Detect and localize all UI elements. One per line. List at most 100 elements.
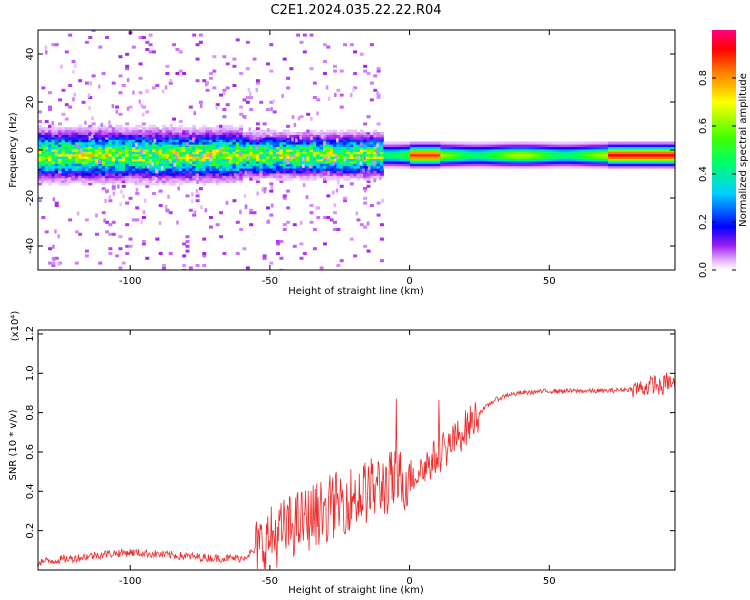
heatmap-cell [168,132,173,135]
heatmap-cell [333,69,337,73]
heatmap-cell [574,165,579,169]
heatmap-cell [205,127,210,131]
heatmap-cell [225,177,230,181]
heatmap-cell [245,96,250,99]
heatmap-cell [84,132,89,135]
heatmap-cell [369,168,374,171]
heatmap-cell [319,151,324,155]
heatmap-cell [239,228,244,231]
heatmap-cell [366,156,371,159]
heatmap-cell [664,160,669,164]
heatmap-cell [195,163,200,167]
heatmap-cell [138,129,143,133]
heatmap-cell [141,240,146,243]
heatmap-cell [219,141,223,145]
heatmap-cell [500,153,505,157]
heatmap-cell [121,175,126,179]
heatmap-cell [604,144,609,147]
heatmap-cell [302,148,307,152]
heatmap-cell [493,141,498,145]
heatmap-cell [208,127,213,131]
heatmap-cell [359,165,364,169]
heatmap-cell [121,144,126,147]
heatmap-cell [550,153,555,157]
heatmap-cell [81,177,86,181]
heatmap-cell [571,146,576,150]
heatmap-cell [607,160,612,164]
heatmap-cell [91,158,96,162]
heatmap-cell [138,134,143,138]
heatmap-cell [282,141,287,145]
heatmap-cell [369,151,374,155]
heatmap-cell [215,103,220,107]
heatmap-cell [282,139,287,143]
heatmap-cell [41,136,46,140]
heatmap-cell [78,153,83,157]
heatmap-cell [661,151,666,155]
heatmap-cell [356,148,361,152]
heatmap-cell [121,180,126,183]
heatmap-cell [81,163,86,167]
heatmap-cell [406,151,411,155]
heatmap-cell [641,148,646,152]
heatmap-cell [61,172,66,176]
heatmap-cell [255,175,260,179]
heatmap-cell [51,120,55,125]
heatmap-cell [78,79,83,83]
heatmap-cell [105,165,110,169]
heatmap-cell [162,170,166,174]
heatmap-cell [644,163,649,167]
heatmap-cell [222,108,227,111]
heatmap-cell [202,151,207,155]
heatmap-cell [219,156,223,159]
heatmap-cell [433,141,438,145]
heatmap-cell [329,165,334,169]
heatmap-cell [517,165,522,169]
heatmap-cell [74,177,79,181]
heatmap-cell [375,149,379,154]
heatmap-cell [597,156,602,159]
heatmap-cell [195,144,200,147]
heatmap-cell [333,144,337,147]
heatmap-cell [131,141,136,145]
heatmap-cell [252,172,257,176]
heatmap-cell [111,141,116,145]
heatmap-cell [500,148,505,152]
heatmap-cell [101,160,106,164]
heatmap-cell [259,156,264,159]
heatmap-cell [507,146,512,150]
heatmap-cell [249,160,254,164]
heatmap-cell [567,144,572,147]
heatmap-cell [145,129,150,133]
heatmap-cell [386,158,391,162]
heatmap-cell [168,153,173,157]
heatmap-cell [520,165,525,169]
heatmap-cell [188,136,193,140]
heatmap-cell [192,158,197,162]
heatmap-cell [594,156,599,159]
heatmap-cell [125,153,130,157]
heatmap-cell [557,158,562,162]
heatmap-cell [299,40,304,44]
heatmap-cell [302,136,307,140]
heatmap-cell [135,168,140,171]
heatmap-cell [584,146,589,150]
heatmap-cell [473,153,478,157]
heatmap-cell [84,129,89,133]
heatmap-cell [151,163,156,167]
heatmap-cell [343,151,348,155]
heatmap-cell [329,129,334,133]
heatmap-cell [58,146,63,150]
heatmap-cell [554,163,559,167]
heatmap-cell [148,165,153,169]
heatmap-cell [135,124,140,128]
heatmap-cell [333,168,337,171]
heatmap-cell [175,132,180,135]
heatmap-cell [282,165,287,169]
heatmap-cell [296,132,301,135]
snr-frame [37,329,676,571]
heatmap-cell [306,148,311,152]
heatmap-cell [262,136,267,140]
heatmap-cell [607,163,612,167]
